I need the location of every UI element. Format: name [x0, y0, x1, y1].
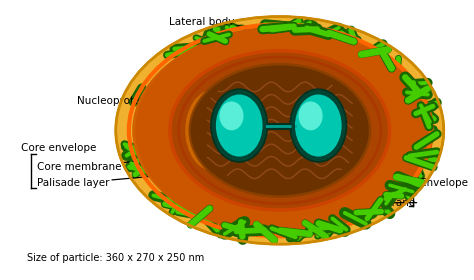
Text: Size of particle: 360 x 270 x 250 nm: Size of particle: 360 x 270 x 250 nm [27, 253, 204, 263]
Ellipse shape [116, 17, 444, 244]
Ellipse shape [293, 93, 343, 158]
Text: Lateral body: Lateral body [169, 17, 241, 27]
Ellipse shape [214, 93, 264, 158]
Text: Outer membrane: Outer membrane [328, 174, 422, 188]
Ellipse shape [190, 64, 370, 196]
Text: Palisade layer: Palisade layer [36, 174, 181, 188]
Ellipse shape [136, 26, 434, 235]
Ellipse shape [299, 101, 323, 130]
Ellipse shape [291, 89, 346, 162]
Ellipse shape [185, 89, 243, 171]
Ellipse shape [190, 64, 370, 196]
Ellipse shape [170, 51, 390, 210]
Text: Core membrane: Core membrane [36, 157, 175, 172]
Text: Envelope: Envelope [419, 178, 467, 188]
Text: Inner membrane: Inner membrane [328, 198, 417, 208]
Text: Nucleoprotein: Nucleoprotein [77, 96, 202, 125]
Ellipse shape [211, 89, 267, 162]
Ellipse shape [219, 101, 244, 130]
Ellipse shape [132, 28, 428, 233]
Ellipse shape [316, 92, 369, 169]
Text: Core envelope: Core envelope [21, 143, 97, 153]
Text: Surface tubules: Surface tubules [328, 145, 410, 169]
